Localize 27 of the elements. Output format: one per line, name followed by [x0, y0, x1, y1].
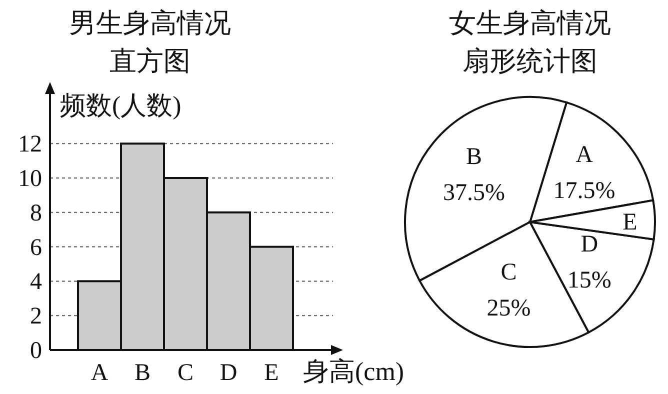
y-tick-label: 6: [30, 234, 42, 261]
y-tick-label: 8: [30, 200, 42, 226]
chart-subtitle: 直方图: [110, 46, 190, 76]
data-label: 17.5%: [553, 178, 616, 204]
x-tick-label: C: [177, 360, 194, 386]
x-tick-label: E: [264, 360, 279, 386]
chart-title: 男生身高情况: [69, 8, 231, 38]
chart-title: 女生身高情况: [449, 8, 611, 38]
y-tick-label: 12: [18, 132, 42, 158]
x-tick-label: A: [90, 360, 109, 386]
slice-label: A: [576, 142, 594, 168]
data-label: 37.5%: [443, 180, 506, 206]
x-tick-label: D: [220, 360, 238, 386]
y-tick-label: 10: [18, 166, 42, 192]
slice-label: D: [580, 232, 598, 258]
data-label: 15%: [567, 268, 612, 294]
x-axis-title: 身高(cm): [303, 357, 404, 386]
slice-label: B: [466, 144, 482, 170]
slice-label: C: [500, 259, 517, 286]
x-tick-label: B: [134, 360, 151, 386]
data-label: 25%: [486, 295, 531, 322]
y-tick-label: 2: [30, 304, 42, 330]
slice-label: E: [622, 209, 638, 236]
y-tick-label: 4: [30, 269, 42, 296]
chart-subtitle: 扇形统计图: [462, 46, 598, 76]
y-tick-label: 0: [30, 338, 42, 364]
y-axis-title: 频数(人数): [60, 91, 182, 120]
